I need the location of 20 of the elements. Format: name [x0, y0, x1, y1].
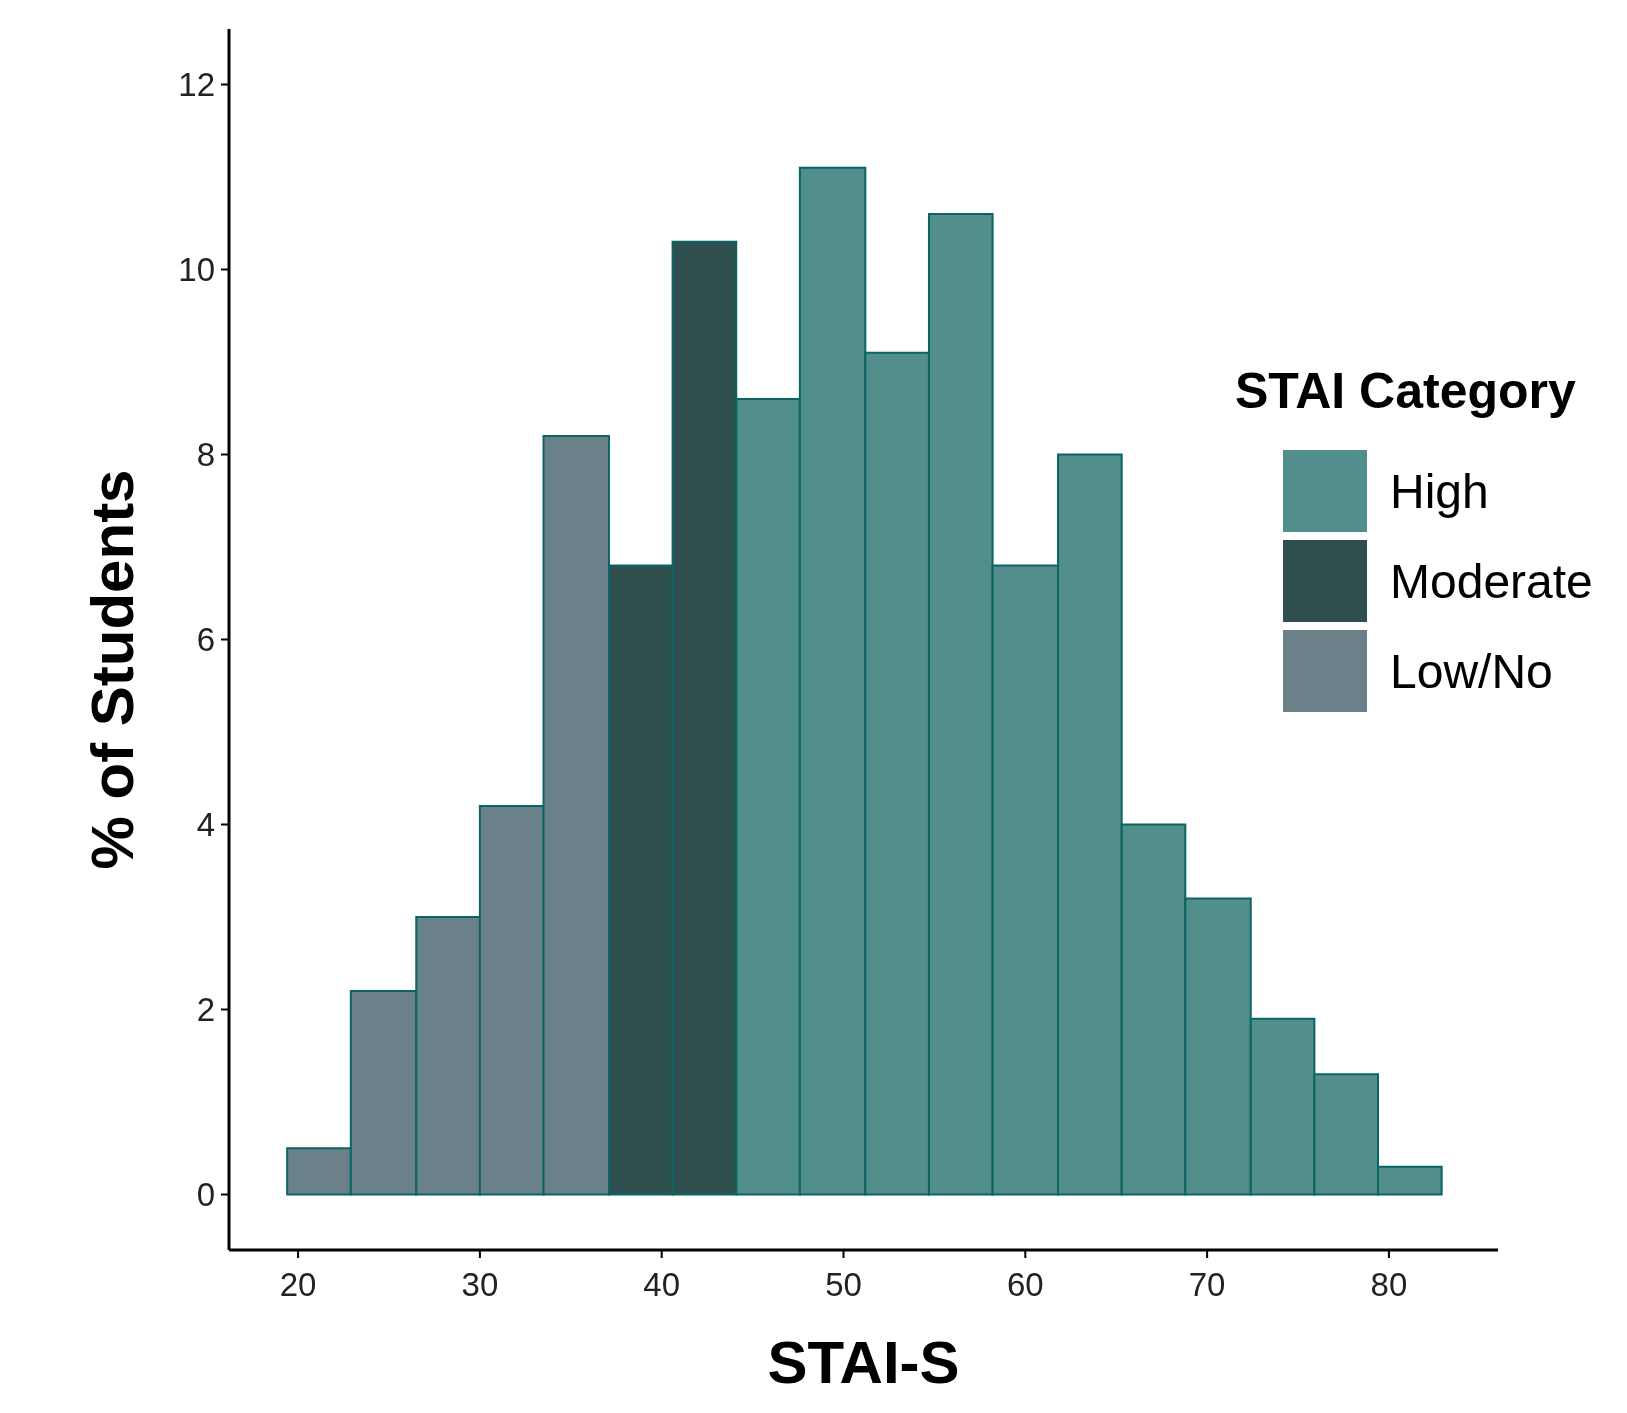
y-tick-label: 6	[196, 621, 215, 659]
legend-label: Low/No	[1390, 644, 1553, 698]
x-tick-label: 20	[279, 1266, 317, 1303]
x-tick-label: 30	[461, 1266, 499, 1303]
legend-label: High	[1390, 464, 1489, 518]
y-tick-label: 2	[196, 991, 215, 1029]
x-axis-title: STAI-S	[767, 1329, 960, 1396]
y-tick-label: 4	[196, 806, 215, 844]
x-tick-label: 40	[643, 1266, 681, 1303]
x-tick-label: 60	[1006, 1266, 1044, 1303]
y-tick-label: 12	[178, 66, 215, 104]
y-tick-label: 0	[196, 1176, 215, 1214]
legend-title: STAI Category	[1235, 363, 1576, 419]
legend-label: Moderate	[1390, 554, 1593, 608]
y-tick-label: 8	[196, 436, 215, 474]
y-axis-title: % of Students	[79, 469, 146, 870]
x-tick-label: 50	[825, 1266, 862, 1303]
y-tick-label: 10	[178, 251, 215, 289]
x-tick-label: 70	[1188, 1266, 1226, 1303]
x-tick-label: 80	[1370, 1266, 1408, 1303]
